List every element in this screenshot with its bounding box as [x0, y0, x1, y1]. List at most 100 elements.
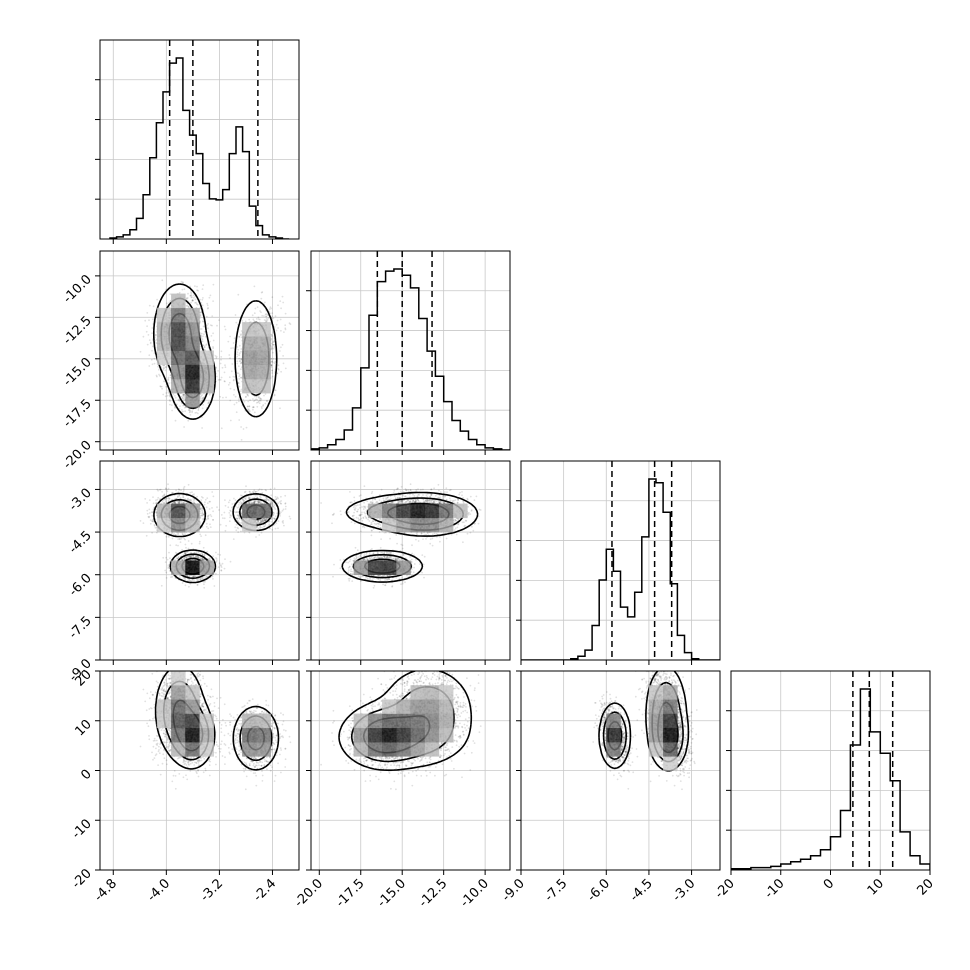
sample-point — [219, 362, 222, 365]
sample-point — [259, 522, 262, 524]
sample-point — [168, 382, 170, 385]
sample-point — [159, 385, 162, 388]
sample-point — [279, 318, 282, 321]
sample-point — [262, 405, 264, 407]
sample-point — [183, 552, 186, 554]
sample-point — [164, 369, 167, 372]
sample-point — [276, 372, 279, 375]
sample-point — [253, 500, 256, 503]
sample-point — [165, 385, 168, 388]
sample-point — [222, 396, 224, 399]
sample-point — [165, 488, 168, 491]
sample-point — [205, 344, 207, 346]
sample-point — [183, 393, 186, 396]
sample-point — [281, 343, 284, 346]
sample-point — [182, 410, 184, 413]
sample-point — [264, 393, 267, 395]
sample-point — [252, 406, 255, 409]
sample-point — [201, 514, 204, 516]
sample-point — [271, 369, 273, 372]
sample-point — [157, 368, 160, 371]
sample-point — [195, 555, 198, 558]
sample-point — [206, 304, 209, 307]
sample-point — [261, 520, 264, 523]
sample-point — [194, 555, 197, 558]
density-cell — [171, 350, 186, 365]
sample-point — [284, 328, 287, 331]
sample-point — [197, 289, 200, 292]
sample-point — [199, 508, 202, 511]
sample-point — [187, 483, 190, 486]
sample-point — [228, 376, 231, 379]
sample-point — [220, 569, 223, 572]
sample-point — [183, 397, 186, 399]
y-tick-label: -10.0 — [60, 272, 94, 306]
sample-point — [167, 376, 170, 379]
sample-point — [265, 315, 268, 318]
sample-point — [200, 302, 203, 304]
sample-point — [201, 288, 204, 290]
panel-1-1 — [306, 250, 511, 455]
sample-point — [212, 347, 215, 350]
sample-point — [257, 396, 260, 399]
sample-point — [150, 511, 153, 514]
sample-point — [163, 367, 166, 369]
sample-point — [264, 518, 266, 521]
sample-point — [203, 348, 206, 351]
sample-point — [167, 566, 170, 568]
sample-point — [208, 394, 211, 396]
sample-point — [203, 344, 205, 347]
sample-point — [260, 311, 262, 314]
sample-point — [150, 358, 153, 361]
sample-point — [212, 332, 215, 335]
sample-point — [240, 426, 243, 428]
sample-point — [146, 312, 149, 314]
sample-point — [255, 398, 257, 401]
sample-point — [188, 585, 190, 588]
sample-point — [192, 294, 195, 297]
sample-point — [237, 514, 239, 517]
sample-point — [174, 396, 177, 399]
sample-point — [187, 547, 190, 550]
sample-point — [199, 328, 202, 330]
sample-point — [174, 501, 176, 503]
sample-point — [178, 399, 181, 402]
sample-point — [280, 370, 282, 373]
sample-point — [192, 299, 194, 302]
sample-point — [279, 300, 282, 302]
sample-point — [289, 517, 292, 520]
sample-point — [264, 402, 267, 405]
sample-point — [224, 366, 227, 369]
sample-point — [183, 395, 186, 398]
sample-point — [242, 499, 245, 502]
sample-point — [159, 498, 161, 500]
sample-point — [273, 362, 276, 365]
sample-point — [241, 494, 243, 497]
sample-point — [152, 318, 154, 321]
density-cell — [256, 364, 271, 380]
density-cell — [171, 364, 186, 380]
sample-point — [146, 343, 149, 346]
sample-point — [264, 519, 266, 522]
sample-point — [237, 521, 240, 523]
y-tick-label: -17.5 — [60, 396, 94, 430]
sample-point — [194, 285, 196, 287]
sample-point — [274, 315, 277, 318]
sample-point — [256, 496, 259, 499]
sample-point — [273, 504, 276, 507]
sample-point — [237, 372, 240, 375]
density-cell — [256, 336, 271, 351]
sample-point — [280, 495, 282, 498]
sample-point — [200, 401, 202, 403]
sample-point — [183, 577, 186, 580]
sample-point — [164, 487, 167, 490]
sample-point — [230, 515, 233, 517]
sample-point — [238, 352, 241, 355]
sample-point — [149, 342, 152, 345]
sample-point — [172, 393, 175, 396]
sample-point — [274, 515, 277, 518]
sample-point — [200, 514, 203, 517]
sample-point — [202, 320, 204, 323]
sample-point — [202, 344, 205, 346]
